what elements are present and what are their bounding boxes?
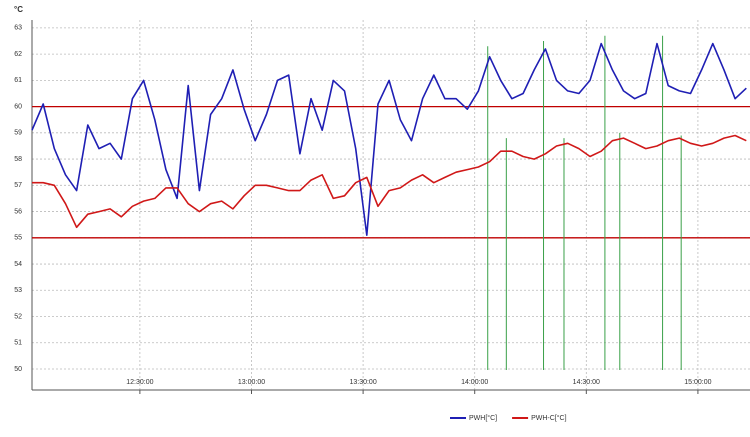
y-tick-label: 53 <box>14 287 22 294</box>
y-tick-label: 51 <box>14 340 22 347</box>
y-tick-label: 57 <box>14 182 22 189</box>
y-tick-label: 58 <box>14 156 22 163</box>
y-tick-label: 63 <box>14 25 22 32</box>
legend-label: PWH-C[°C] <box>531 414 567 422</box>
y-tick-label: 60 <box>14 103 22 110</box>
y-tick-label: 55 <box>14 235 22 242</box>
y-tick-label: 52 <box>14 313 22 320</box>
x-tick-label: 13:30:00 <box>349 379 376 386</box>
y-tick-label: 59 <box>14 130 22 137</box>
x-tick-label: 14:00:00 <box>461 379 488 386</box>
x-tick-label: 12:30:00 <box>126 379 153 386</box>
x-tick-label: 15:00:00 <box>684 379 711 386</box>
series-line <box>32 134 747 229</box>
y-tick-label: 56 <box>14 208 22 215</box>
x-tick-label: 13:00:00 <box>238 379 265 386</box>
legend-label: PWH[°C] <box>469 414 497 422</box>
y-tick-label: 54 <box>14 261 22 268</box>
series-line <box>31 42 747 236</box>
y-tick-label: 62 <box>14 51 22 58</box>
y-axis-label: °C <box>14 5 23 14</box>
y-tick-label: 50 <box>14 366 22 373</box>
y-tick-label: 61 <box>14 77 22 84</box>
x-tick-label: 14:30:00 <box>573 379 600 386</box>
